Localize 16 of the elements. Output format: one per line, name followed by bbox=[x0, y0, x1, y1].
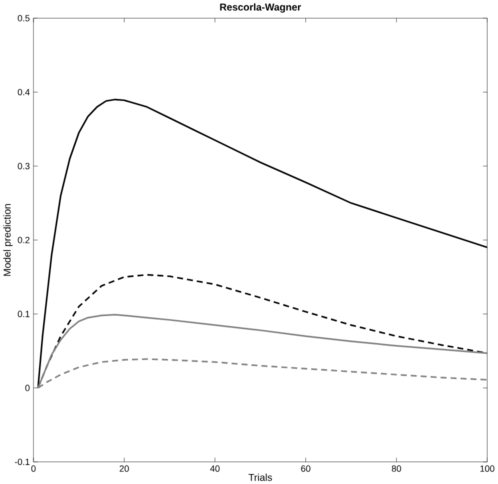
y-tick-label: 0.3 bbox=[18, 162, 30, 170]
x-axis-title: Trials bbox=[248, 473, 272, 481]
x-tick-label: 100 bbox=[480, 465, 494, 472]
x-tick-label: 60 bbox=[301, 465, 310, 472]
y-tick-label: 0.1 bbox=[18, 310, 30, 318]
y-tick-label: 0 bbox=[25, 384, 30, 391]
y-tick-label: 0.5 bbox=[18, 14, 30, 22]
x-tick-label: 40 bbox=[210, 465, 220, 472]
y-axis-title: Model prediction bbox=[3, 204, 13, 276]
chart-title: Rescorla-Wagner bbox=[220, 3, 302, 13]
x-tick-label: 20 bbox=[120, 465, 129, 472]
y-tick-label: 0.4 bbox=[18, 88, 30, 96]
x-tick-label: 80 bbox=[392, 465, 402, 472]
y-tick-label: -0.1 bbox=[14, 458, 30, 465]
y-tick-label: 0.2 bbox=[18, 236, 30, 244]
x-tick-label: 0 bbox=[31, 465, 36, 472]
